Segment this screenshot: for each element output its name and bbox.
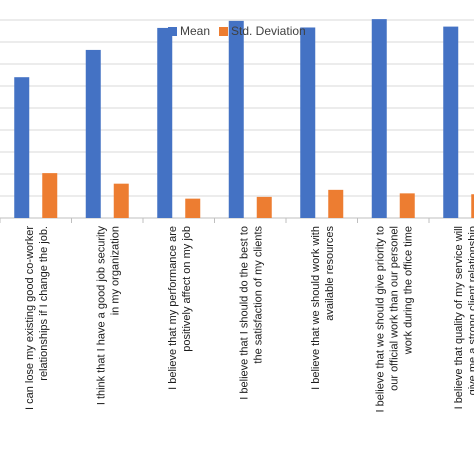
category-label-line: positively affect on my job <box>181 226 193 352</box>
category-label-line: I believe that quality of my service wil… <box>453 226 465 409</box>
category-label-line: give me a strong client relationship <box>467 226 474 395</box>
category-label-line: I believe that we should give priority t… <box>374 226 386 413</box>
category-label: I believe that we should give priority t… <box>374 226 414 413</box>
category-label: I believe that we should work with availa… <box>310 226 336 390</box>
category-label-line: available resources <box>324 226 336 321</box>
bar-std-deviation <box>113 183 129 218</box>
category-label-line: relationships if I change the job. <box>38 226 50 381</box>
bar-std-deviation <box>328 189 344 218</box>
bar-mean <box>228 20 244 218</box>
category-label-line: I can lose my existing good co-worker <box>24 226 36 410</box>
legend-label-mean: Mean <box>180 24 210 38</box>
bar-mean <box>443 26 459 218</box>
category-label: I believe that quality of my service wil… <box>453 226 474 409</box>
category-label: I believe that I should do the best to th… <box>238 226 264 400</box>
bar-std-deviation <box>471 194 474 218</box>
bar-std-deviation <box>399 193 415 218</box>
bars <box>14 19 474 219</box>
legend: Mean Std. Deviation <box>168 24 306 38</box>
bar-std-deviation <box>185 198 201 218</box>
category-label-line: I think that I have a good job security <box>95 226 107 406</box>
category-label-line: work during the office time <box>402 226 414 355</box>
category-label-line: I believe that we should work with <box>310 226 322 390</box>
category-label-line: I believe that my performance are <box>167 226 179 390</box>
category-label-line: our official work than our personel <box>388 226 400 391</box>
legend-swatch-std <box>219 27 228 36</box>
legend-swatch-mean <box>168 27 177 36</box>
category-labels: I can lose my existing good co-worker rel… <box>24 226 474 413</box>
bar-mean <box>300 27 316 219</box>
category-label: I can lose my existing good co-worker rel… <box>24 226 50 410</box>
bar-std-deviation <box>256 196 272 218</box>
bar-mean <box>157 27 173 219</box>
bar-mean <box>85 49 101 218</box>
category-label: I believe that my performance are positiv… <box>167 226 193 390</box>
bar-std-deviation <box>42 173 58 218</box>
bar-mean <box>371 19 387 219</box>
legend-label-std: Std. Deviation <box>231 24 306 38</box>
category-label-line: in my organization <box>109 226 121 315</box>
bar-mean <box>14 77 30 218</box>
category-label-line: the satisfaction of my clients <box>252 226 264 364</box>
category-label: I think that I have a good job security i… <box>95 226 121 406</box>
category-label-line: I believe that I should do the best to <box>238 226 250 400</box>
